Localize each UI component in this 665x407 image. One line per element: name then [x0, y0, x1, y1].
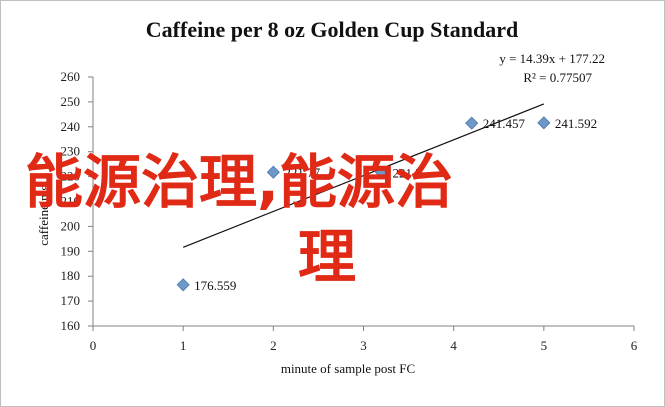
overlay-text-line2: 理: [298, 223, 356, 291]
y-tick-label: 180: [61, 268, 81, 283]
data-label: 241.457: [483, 116, 526, 131]
data-label: 176.559: [194, 278, 236, 293]
chart-title: Caffeine per 8 oz Golden Cup Standard: [146, 17, 518, 42]
data-points: 176.559 221.77 221.7 241.457 241.592: [176, 116, 597, 293]
data-label: 221.7: [393, 165, 423, 180]
data-point-marker: [537, 116, 551, 130]
overlay-text-line1: 能源治理,能源治: [25, 148, 453, 216]
x-tick-label: 0: [90, 338, 97, 353]
data-label: 221.77: [284, 165, 320, 180]
y-tick-label: 230: [61, 144, 81, 159]
data-point-marker: [266, 165, 280, 179]
data-point-marker: [176, 278, 190, 292]
y-tick-label: 250: [61, 94, 81, 109]
y-tick-label: 210: [61, 194, 81, 209]
y-axis-label: caffeine mg: [36, 184, 51, 246]
x-tick-label: 2: [270, 338, 277, 353]
x-tick-labels: 0 1 2 3 4 5 6: [90, 326, 638, 353]
data-point-marker: [465, 116, 479, 130]
y-tick-label: 170: [61, 293, 81, 308]
x-tick-label: 6: [631, 338, 638, 353]
trendline-equation: y = 14.39x + 177.22: [499, 51, 605, 66]
trendline: [182, 103, 545, 248]
y-tick-label: 220: [61, 169, 81, 184]
data-label: 241.592: [555, 116, 597, 131]
y-tick-label: 190: [61, 243, 81, 258]
y-tick-label: 240: [61, 119, 81, 134]
x-tick-label: 5: [541, 338, 548, 353]
x-tick-label: 1: [180, 338, 187, 353]
y-tick-label: 260: [61, 69, 81, 84]
trendline-r2: R² = 0.77507: [523, 70, 592, 85]
y-tick-label: 160: [61, 318, 81, 333]
y-tick-label: 200: [61, 218, 81, 233]
x-tick-label: 4: [450, 338, 457, 353]
data-point-marker: [374, 165, 389, 179]
y-tick-labels: 160 170 180 190 200 210 220 230 240 250 260: [61, 69, 93, 333]
x-tick-label: 3: [360, 338, 367, 353]
x-axis-label: minute of sample post FC: [281, 361, 415, 376]
watermark-overlay: 能源治理,能源治 理: [25, 148, 453, 291]
